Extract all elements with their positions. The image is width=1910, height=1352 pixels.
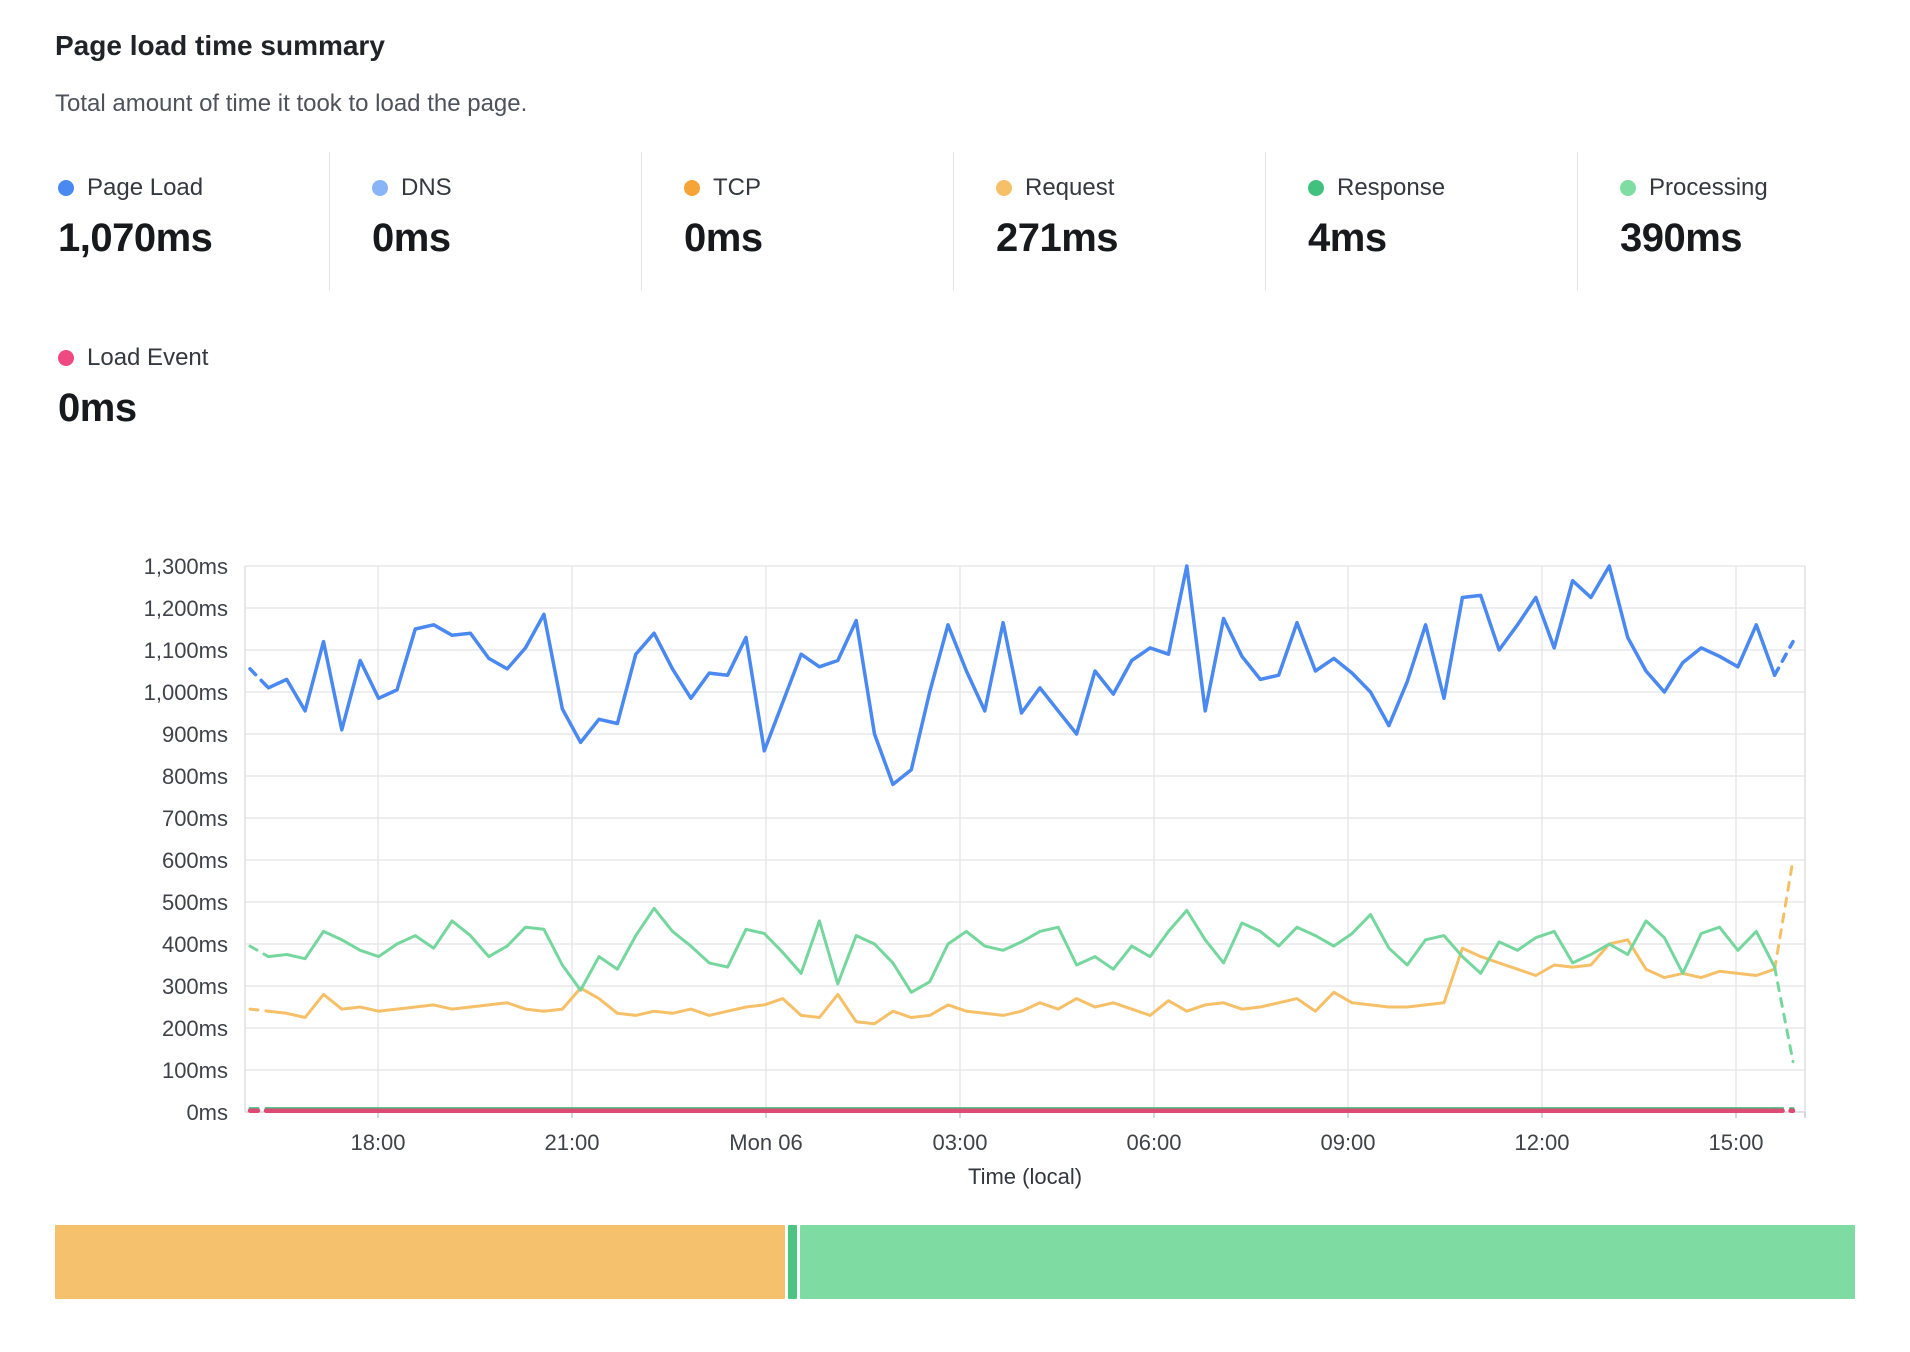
processing-line-dashed-end: [1773, 965, 1795, 1064]
metric-response[interactable]: Response 4ms: [1265, 152, 1577, 290]
metric-label: TCP: [713, 174, 761, 201]
y-axis-tick-label: 700ms: [162, 806, 228, 831]
metrics-row: Page Load 1,070ms DNS 0ms TCP 0ms Reques…: [0, 152, 1910, 290]
page_load-line-dashed-start: [248, 667, 271, 690]
y-axis-tick-label: 1,100ms: [144, 638, 228, 663]
metric-value: 4ms: [1308, 216, 1387, 260]
metric-value: 271ms: [996, 216, 1119, 260]
page-subtitle: Total amount of time it took to load the…: [55, 90, 528, 117]
page-load-legend-dot-icon: [58, 180, 74, 196]
y-axis-tick-label: 1,200ms: [144, 596, 228, 621]
y-axis-tick-label: 500ms: [162, 890, 228, 915]
page_load-line: [266, 564, 1777, 787]
y-axis-tick-label: 200ms: [162, 1016, 228, 1041]
metric-request[interactable]: Request 271ms: [953, 152, 1265, 290]
x-axis-tick-label: 18:00: [350, 1130, 405, 1155]
y-axis-tick-label: 1,000ms: [144, 680, 228, 705]
load-time-line-chart: 0ms 100ms 200ms 300ms 400ms 500ms 600ms 700ms 80…: [144, 554, 1806, 1189]
tcp-legend-dot-icon: [684, 180, 700, 196]
metric-load-event[interactable]: Load Event 0ms: [0, 322, 329, 460]
processing-line-dashed-start: [248, 944, 270, 959]
x-axis-tick-label: Mon 06: [729, 1130, 802, 1155]
metrics-row-2: Load Event 0ms: [0, 322, 329, 460]
metric-page-load[interactable]: Page Load 1,070ms: [0, 152, 329, 290]
x-axis-tick-label: 21:00: [544, 1130, 599, 1155]
bar-segment-request: [55, 1225, 786, 1299]
metric-value: 0ms: [684, 216, 763, 260]
metric-value: 1,070ms: [58, 216, 213, 260]
request-line: [266, 938, 1777, 1026]
metric-value: 0ms: [58, 386, 137, 430]
x-axis-tick-label: 06:00: [1126, 1130, 1181, 1155]
metric-value: 0ms: [372, 216, 451, 260]
y-axis-tick-label: 600ms: [162, 848, 228, 873]
y-axis-tick-label: 400ms: [162, 932, 228, 957]
metric-label: Response: [1337, 174, 1446, 201]
x-axis-tick-label: 12:00: [1514, 1130, 1569, 1155]
bar-segment-response: [788, 1225, 798, 1299]
processing-line: [266, 906, 1777, 994]
metric-processing[interactable]: Processing 390ms: [1577, 152, 1910, 290]
response-legend-dot-icon: [1308, 180, 1324, 196]
y-axis-tick-label: 1,300ms: [144, 554, 228, 579]
x-axis-tick-label: 09:00: [1320, 1130, 1375, 1155]
load-event-legend-dot-icon: [58, 350, 74, 366]
metric-label: Processing: [1649, 174, 1768, 201]
y-axis-tick-label: 300ms: [162, 974, 228, 999]
y-axis-tick-label: 0ms: [186, 1100, 228, 1125]
processing-legend-dot-icon: [1620, 180, 1636, 196]
metric-label: DNS: [401, 174, 452, 201]
page_load-line-dashed-end: [1772, 639, 1795, 677]
request-legend-dot-icon: [996, 180, 1012, 196]
dns-legend-dot-icon: [372, 180, 388, 196]
y-axis-tick-label: 100ms: [162, 1058, 228, 1083]
request-line-dashed-start: [248, 1007, 270, 1013]
x-axis-tick-label: 15:00: [1708, 1130, 1763, 1155]
x-axis-tick-label: 03:00: [932, 1130, 987, 1155]
x-axis-title: Time (local): [968, 1164, 1082, 1189]
metric-label: Page Load: [87, 174, 204, 201]
metric-label: Load Event: [87, 344, 209, 371]
page-title: Page load time summary: [55, 30, 385, 61]
y-axis-tick-label: 900ms: [162, 722, 228, 747]
request-line-dashed-end: [1773, 858, 1795, 971]
metric-label: Request: [1025, 174, 1115, 201]
bar-segment-processing: [800, 1225, 1855, 1299]
metric-dns[interactable]: DNS 0ms: [329, 152, 641, 290]
y-axis-tick-label: 800ms: [162, 764, 228, 789]
metric-value: 390ms: [1620, 216, 1743, 260]
metric-tcp[interactable]: TCP 0ms: [641, 152, 953, 290]
timing-breakdown-bar: [55, 1225, 1855, 1299]
